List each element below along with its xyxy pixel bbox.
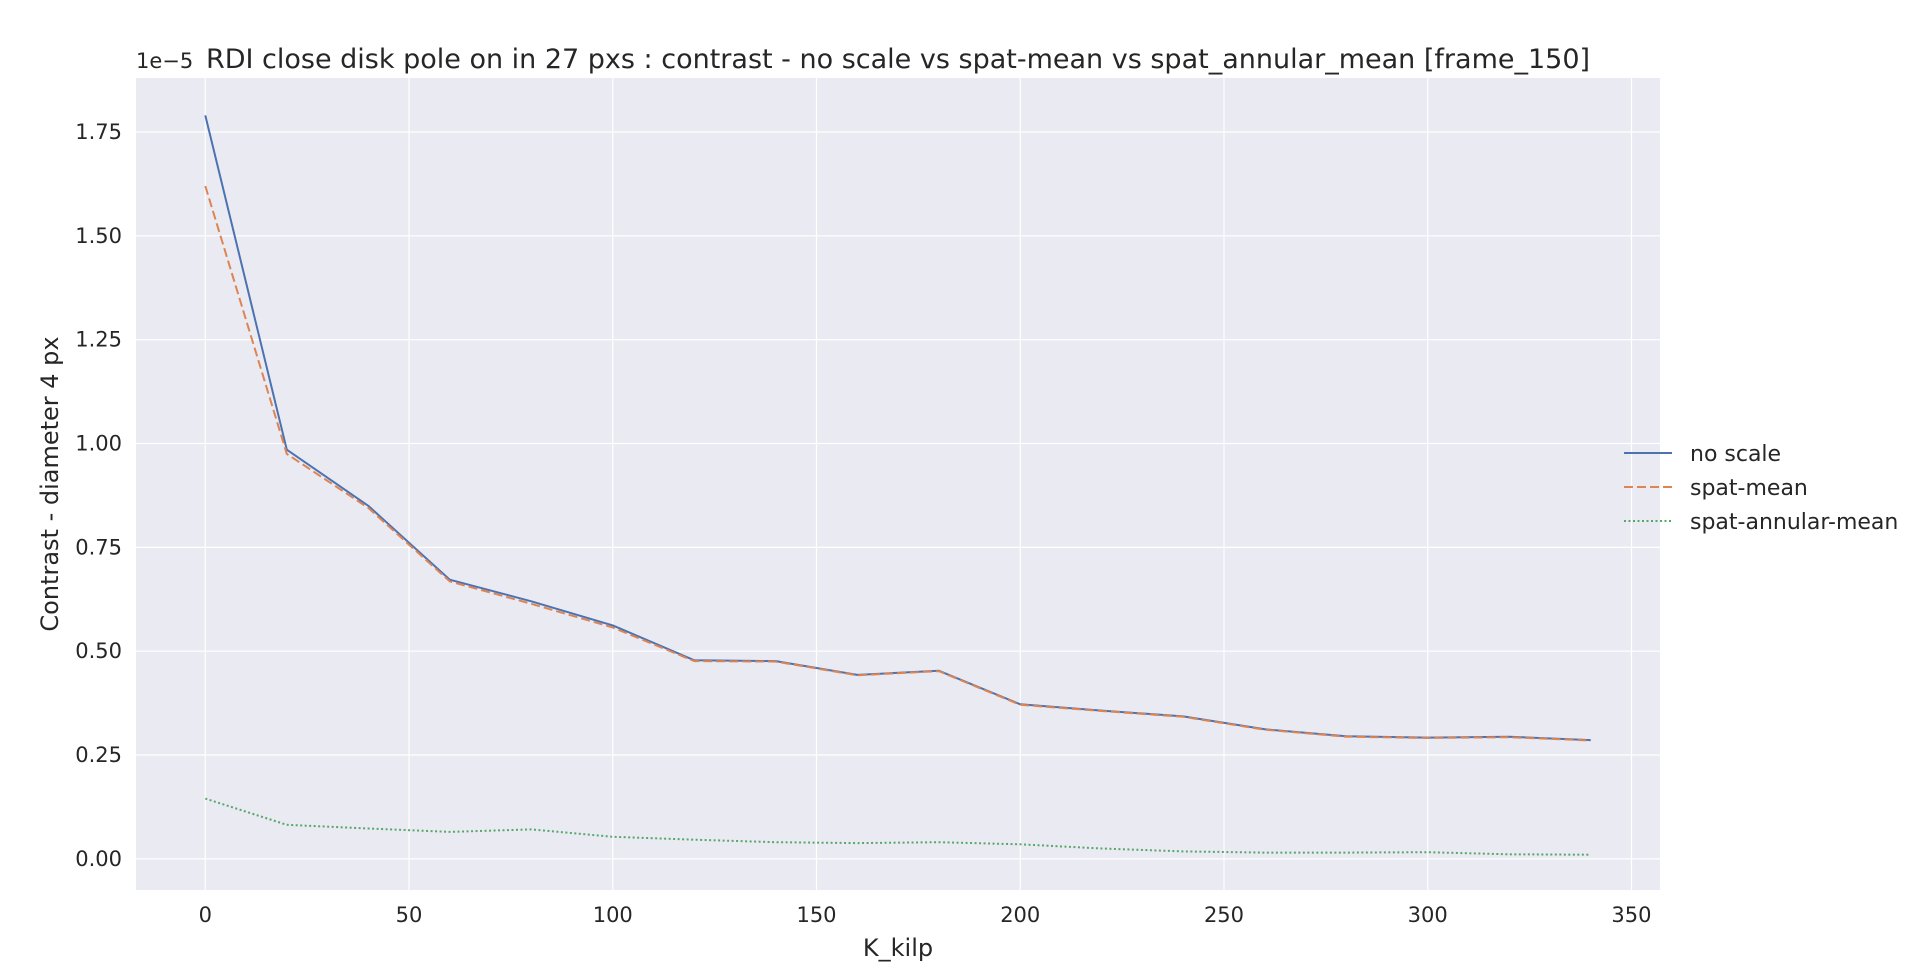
y-tick-label: 0.25 (75, 743, 122, 767)
x-tick-label: 100 (593, 903, 633, 927)
legend-label-1: spat-mean (1690, 476, 1808, 501)
y-tick-label: 1.75 (75, 120, 122, 144)
y-tick-label: 0.75 (75, 535, 122, 559)
x-tick-label: 50 (396, 903, 423, 927)
y-tick-labels: 0.00 0.25 0.50 0.75 1.00 1.25 1.50 1.75 (75, 120, 122, 871)
legend-label-2: spat-annular-mean (1690, 510, 1898, 535)
series-lines (204, 115, 1591, 856)
y-tick-label: 1.25 (75, 328, 122, 352)
legend: no scale spat-mean spat-annular-mean (1624, 442, 1898, 535)
x-tick-label: 200 (1000, 903, 1040, 927)
y-axis-label: Contrast - diameter 4 px (36, 336, 64, 631)
plot-area (136, 78, 1660, 890)
grid-lines (136, 78, 1660, 890)
x-tick-label: 0 (199, 903, 212, 927)
x-tick-label: 350 (1611, 903, 1651, 927)
series-line-1 (204, 185, 1591, 742)
x-tick-label: 300 (1408, 903, 1448, 927)
x-tick-labels: 0 50 100 150 200 250 300 350 (199, 903, 1652, 927)
x-axis-label: K_kilp (863, 934, 933, 962)
x-tick-label: 250 (1204, 903, 1244, 927)
chart-title: RDI close disk pole on in 27 pxs : contr… (206, 44, 1590, 75)
y-tick-label: 0.00 (75, 847, 122, 871)
y-tick-label: 0.50 (75, 639, 122, 663)
y-tick-label: 1.50 (75, 224, 122, 248)
y-tick-label: 1.00 (75, 432, 122, 456)
legend-label-0: no scale (1690, 442, 1781, 467)
y-offset-label: 1e−5 (136, 49, 193, 73)
x-tick-label: 150 (796, 903, 836, 927)
series-line-2 (204, 797, 1591, 856)
